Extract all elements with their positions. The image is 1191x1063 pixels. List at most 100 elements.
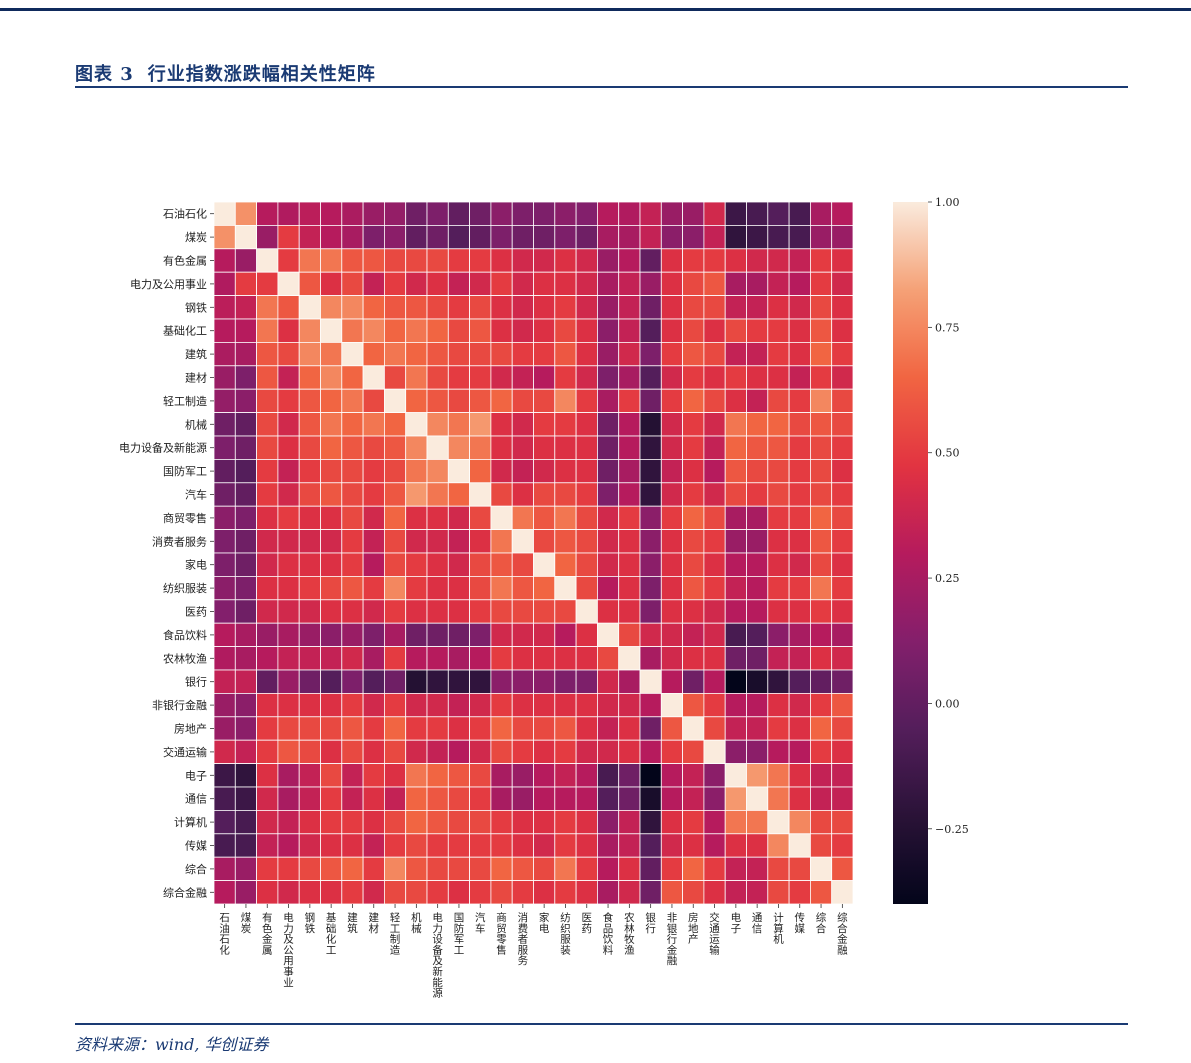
- heatmap-cell: [511, 622, 534, 648]
- heatmap-cell: [788, 599, 811, 624]
- heatmap-cell: [213, 716, 236, 741]
- heatmap-cell: [234, 856, 258, 882]
- heatmap-cell: [405, 833, 428, 858]
- heatmap-cell: [660, 482, 683, 507]
- heatmap-cell: [533, 271, 556, 297]
- heatmap-cell: [660, 646, 683, 671]
- heatmap-cell: [682, 880, 705, 905]
- heatmap-cell: [554, 341, 577, 367]
- heatmap-cell: [682, 669, 705, 694]
- heatmap-cell: [426, 365, 449, 390]
- heatmap-cell: [277, 646, 300, 671]
- heatmap-cell: [511, 763, 534, 788]
- heatmap-cell: [639, 458, 662, 484]
- heatmap-cell: [447, 599, 470, 624]
- heatmap-cell: [767, 552, 790, 577]
- heatmap-cell: [234, 458, 258, 484]
- heatmap-cell: [426, 388, 449, 414]
- heatmap-cell: [511, 646, 534, 671]
- x-tick-label: 消费者服务: [518, 911, 529, 967]
- heatmap-cell: [320, 341, 343, 367]
- heatmap-cell: [383, 646, 407, 671]
- y-tick-label: 综合: [185, 862, 207, 876]
- heatmap-cell: [724, 201, 747, 226]
- y-tick-label: 农林牧渔: [163, 651, 207, 665]
- heatmap-cell: [234, 435, 258, 460]
- figure-title: 图表 3 行业指数涨跌幅相关性矩阵: [75, 60, 376, 86]
- heatmap-cell: [682, 646, 705, 671]
- heatmap-cell: [298, 248, 321, 273]
- heatmap-cell: [831, 482, 854, 507]
- heatmap-cell: [618, 856, 641, 882]
- heatmap-cell: [810, 833, 833, 858]
- heatmap-cell: [639, 318, 662, 343]
- heatmap-cell: [746, 810, 769, 835]
- heatmap-cell: [277, 576, 300, 601]
- heatmap-cell: [469, 505, 492, 531]
- heatmap-cell: [533, 599, 556, 624]
- colorbar-tick-label: 0.00: [935, 697, 960, 710]
- heatmap-cell: [469, 318, 492, 343]
- heatmap-cell: [490, 388, 513, 414]
- heatmap-cell: [256, 856, 279, 882]
- heatmap-cell: [831, 224, 854, 250]
- heatmap-cell: [810, 739, 833, 765]
- heatmap-cell: [405, 786, 428, 811]
- heatmap-cell: [788, 529, 811, 554]
- heatmap-cell: [831, 388, 854, 414]
- heatmap-cell: [234, 529, 258, 554]
- heatmap-cell: [298, 318, 321, 343]
- heatmap-cell: [277, 458, 300, 484]
- heatmap-cell: [554, 388, 577, 414]
- heatmap-cell: [277, 505, 300, 531]
- heatmap-cell: [490, 295, 513, 320]
- heatmap-cell: [213, 224, 236, 250]
- heatmap-cell: [597, 693, 620, 718]
- heatmap-cell: [298, 716, 321, 741]
- y-tick-label: 医药: [185, 606, 207, 619]
- heatmap-cell: [234, 505, 258, 531]
- heatmap-cell: [213, 248, 236, 273]
- heatmap-cell: [234, 552, 258, 577]
- heatmap-cell: [469, 669, 492, 694]
- heatmap-cell: [426, 271, 449, 297]
- y-tick-label: 纺织服装: [163, 581, 207, 595]
- heatmap-cell: [724, 529, 747, 554]
- heatmap-cell: [533, 646, 556, 671]
- heatmap-cell: [746, 201, 769, 226]
- heatmap-cell: [554, 271, 577, 297]
- heatmap-cell: [575, 622, 598, 648]
- heatmap-cell: [724, 295, 747, 320]
- heatmap-cell: [511, 201, 534, 226]
- heatmap-cell: [405, 529, 428, 554]
- heatmap-cell: [554, 505, 577, 531]
- heatmap-cell: [703, 880, 726, 905]
- heatmap-cell: [469, 552, 492, 577]
- heatmap-cell: [682, 552, 705, 577]
- y-tick-label: 通信: [185, 793, 207, 806]
- heatmap-cell: [277, 599, 300, 624]
- heatmap-cell: [213, 341, 236, 367]
- heatmap-cell: [213, 529, 236, 554]
- heatmap-cell: [320, 458, 343, 484]
- heatmap-cell: [405, 482, 428, 507]
- heatmap-cell: [810, 880, 833, 905]
- heatmap-cell: [767, 482, 790, 507]
- heatmap-cell: [298, 412, 321, 437]
- heatmap-cell: [320, 318, 343, 343]
- heatmap-cell: [383, 763, 407, 788]
- heatmap-cell: [831, 435, 854, 460]
- heatmap-cell: [362, 388, 385, 414]
- heatmap-cell: [234, 810, 258, 835]
- heatmap-cell: [256, 295, 279, 320]
- heatmap-cell: [810, 412, 833, 437]
- heatmap-cell: [554, 856, 577, 882]
- heatmap-cell: [362, 529, 385, 554]
- heatmap-cell: [362, 505, 385, 531]
- heatmap-cell: [618, 248, 641, 273]
- heatmap-cell: [639, 810, 662, 835]
- heatmap-cell: [767, 833, 790, 858]
- heatmap-cell: [362, 458, 385, 484]
- heatmap-cell: [660, 880, 683, 905]
- heatmap-cell: [746, 505, 769, 531]
